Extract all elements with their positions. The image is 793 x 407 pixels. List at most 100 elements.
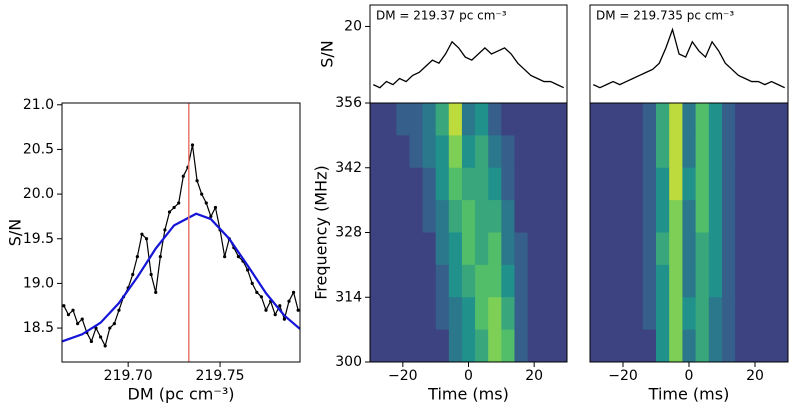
heatmap-cell <box>695 264 710 298</box>
y-tick-label: 20.0 <box>23 186 54 202</box>
heatmap-cell <box>475 200 489 233</box>
heatmap-cell <box>383 200 397 233</box>
heatmap-cell <box>501 232 515 266</box>
data-point <box>131 272 135 277</box>
data-point <box>172 205 176 210</box>
heatmap-cell <box>722 297 736 331</box>
heatmap-cell <box>422 232 437 266</box>
heatmap-cell <box>448 167 463 201</box>
heatmap-cell <box>475 329 489 363</box>
y-tick-label: 20.5 <box>23 141 54 157</box>
heatmap-cell <box>735 200 749 233</box>
data-point <box>158 255 162 259</box>
heatmap-cell <box>616 200 631 233</box>
data-point <box>250 281 254 286</box>
heatmap-cell <box>396 329 410 363</box>
heatmap-cell <box>590 135 604 169</box>
data-point <box>149 272 153 277</box>
heatmap-cell <box>682 232 697 266</box>
data-point <box>98 335 103 339</box>
heatmap-cell <box>448 297 463 331</box>
heatmap-cell <box>708 103 723 136</box>
y-tick-label: 21.0 <box>23 97 54 113</box>
data-point <box>200 192 204 196</box>
y-tick-label: 314 <box>335 289 362 305</box>
data-point <box>71 308 75 312</box>
heatmap-cell <box>553 200 568 233</box>
heatmap-cell <box>461 232 476 266</box>
heatmap-cell <box>629 232 644 266</box>
heatmap-cell <box>682 264 697 298</box>
heatmap-cell <box>669 167 683 201</box>
heatmap-cell <box>629 167 644 201</box>
y-tick-label: 300 <box>335 354 362 370</box>
heatmap-cell <box>461 200 476 233</box>
heatmap-cell <box>735 329 749 363</box>
heatmap-cell <box>383 329 397 363</box>
heatmap-cell <box>448 264 463 298</box>
heatmap-cell <box>616 167 631 201</box>
heatmap-cell <box>435 232 450 266</box>
heatmap-cell <box>396 200 410 233</box>
data-point <box>181 174 185 178</box>
x-tick-label: 0 <box>464 368 473 384</box>
heatmap-cell <box>708 232 723 266</box>
heatmap-cell <box>603 167 617 201</box>
heatmap-cell <box>396 232 410 266</box>
data-point <box>80 317 84 321</box>
heatmap-cell <box>514 135 529 169</box>
heatmap-cell <box>370 264 384 298</box>
heatmap-cell <box>722 264 736 298</box>
heatmap-cell <box>540 200 555 233</box>
data-point <box>108 326 112 330</box>
heatmap-cell <box>527 329 542 363</box>
axes-frame <box>61 102 301 363</box>
heatmap-cell <box>642 232 657 266</box>
heatmap-cell <box>553 167 568 201</box>
heatmap-cell <box>396 297 410 331</box>
heatmap-cell <box>656 329 670 363</box>
heatmap-cell <box>722 135 736 169</box>
heatmap-cell <box>590 167 604 201</box>
heatmap-cell <box>761 264 776 298</box>
heatmap-cell <box>656 264 670 298</box>
y-tick-label: 328 <box>335 225 362 241</box>
y-tick-label: 356 <box>335 95 362 111</box>
heatmap-cell <box>682 103 697 136</box>
data-point <box>291 290 296 294</box>
y-axis-label: S/N <box>318 40 337 68</box>
x-tick-label: 0 <box>685 368 694 384</box>
data-point <box>154 290 158 294</box>
heatmap-cell <box>488 135 502 169</box>
heatmap-cell <box>748 135 763 169</box>
heatmap-cell <box>656 167 670 201</box>
heatmap-cell <box>448 135 463 169</box>
heatmap-cell <box>448 232 463 266</box>
heatmap-cell <box>682 135 697 169</box>
heatmap-cell <box>409 200 424 233</box>
heatmap-cell <box>682 200 697 233</box>
heatmap-cell <box>708 167 723 201</box>
heatmap-cell <box>616 232 631 266</box>
heatmap-cell <box>370 135 384 169</box>
heatmap-cell <box>629 103 644 136</box>
heatmap-cell <box>590 329 604 363</box>
heatmap-cell <box>501 200 515 233</box>
data-point <box>117 308 121 312</box>
heatmap-cell <box>501 297 515 331</box>
heatmap-cell <box>501 329 515 363</box>
heatmap-cell <box>629 135 644 169</box>
data-point <box>209 214 213 219</box>
heatmap-cell <box>514 167 529 201</box>
heatmap-cell <box>475 232 489 266</box>
heatmap-cell <box>370 103 384 136</box>
heatmap-cell <box>488 297 502 331</box>
heatmap-cell <box>735 167 749 201</box>
heatmap-cell <box>629 329 644 363</box>
data-point <box>163 228 167 232</box>
heatmap-cell <box>448 329 463 363</box>
x-axis-label: Time (ms) <box>648 385 730 404</box>
heatmap-cell <box>761 167 776 201</box>
heatmap-cell <box>527 103 542 136</box>
heatmap-cell <box>409 264 424 298</box>
